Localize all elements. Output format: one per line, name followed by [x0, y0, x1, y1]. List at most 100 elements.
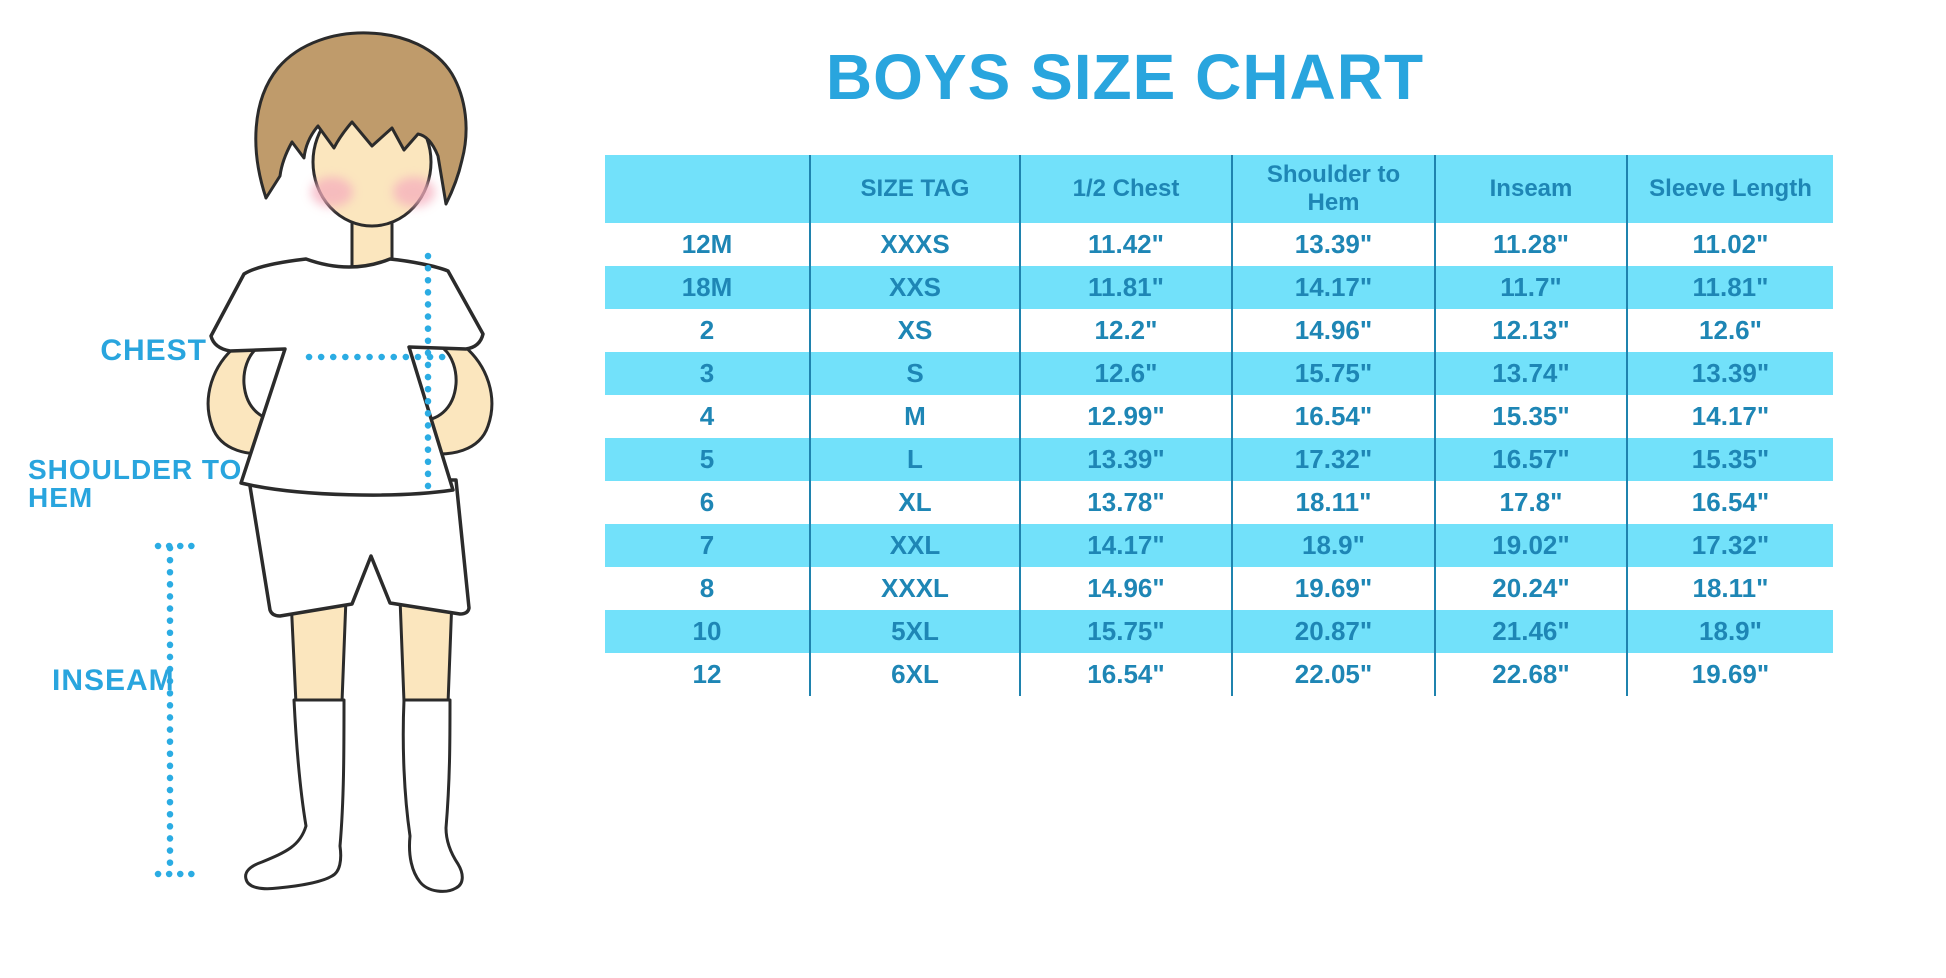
- table-cell: 14.17": [1019, 524, 1232, 567]
- shorts-shape: [247, 478, 471, 618]
- size-table: SIZE TAG 1/2 Chest Shoulder to Hem Inseam Sl…: [605, 155, 1833, 696]
- table-cell: 21.46": [1434, 610, 1627, 653]
- table-cell: 4: [699, 401, 715, 431]
- table-cell: 12.13": [1434, 309, 1627, 352]
- hair-shape: [254, 31, 468, 206]
- table-cell: 20.87": [1231, 610, 1435, 653]
- page-title: BOYS SIZE CHART: [825, 41, 1425, 113]
- blush-left: [311, 177, 353, 207]
- table-cell: 11.81": [1626, 266, 1833, 309]
- table-cell: 5: [699, 444, 715, 474]
- table-cell: 14.17": [1231, 266, 1435, 309]
- table-cell: 19.69": [1231, 567, 1435, 610]
- shoulder-to-hem-label: SHOULDER TO HEM: [28, 454, 243, 513]
- table-cell: 3: [699, 358, 715, 388]
- table-cell: 16.54": [1019, 653, 1232, 696]
- table-row: 6 XL 13.78" 18.11" 17.8" 16.54": [605, 481, 1833, 524]
- table-cell: 16.54": [1231, 395, 1435, 438]
- table-cell: 13.39": [1019, 438, 1232, 481]
- table-cell: 18.9": [1231, 524, 1435, 567]
- left-sock-shape: [244, 698, 346, 891]
- boy-illustration: [154, 31, 494, 893]
- table-cell: XL: [809, 481, 1020, 524]
- table-cell: 12: [692, 659, 722, 689]
- right-leg-shape: [398, 596, 454, 706]
- table-cell: 7: [699, 530, 715, 560]
- column-header: SIZE TAG: [809, 155, 1020, 223]
- table-header-row: SIZE TAG 1/2 Chest Shoulder to Hem Inseam Sl…: [605, 155, 1833, 223]
- table-cell: 20.24": [1434, 567, 1627, 610]
- table-cell: 11.7": [1434, 266, 1627, 309]
- table-cell: 13.39": [1626, 352, 1833, 395]
- table-cell: 18.9": [1626, 610, 1833, 653]
- table-cell: 18.11": [1626, 567, 1833, 610]
- table-cell: 22.05": [1231, 653, 1435, 696]
- table-cell: 14.96": [1231, 309, 1435, 352]
- blush-right: [393, 177, 435, 207]
- table-cell: 10: [692, 616, 722, 646]
- column-header: Shoulder to Hem: [1231, 155, 1435, 223]
- table-cell: 17.8": [1434, 481, 1627, 524]
- table-cell: 2: [699, 315, 715, 345]
- chest-label: CHEST: [100, 334, 207, 367]
- table-cell: 12.2": [1019, 309, 1232, 352]
- column-header: 1/2 Chest: [1019, 155, 1232, 223]
- table-cell: XXXL: [809, 567, 1020, 610]
- table-cell: 11.28": [1434, 223, 1627, 266]
- table-cell: XXXS: [809, 223, 1020, 266]
- table-cell: 14.96": [1019, 567, 1232, 610]
- table-row: 8 XXXL 14.96" 19.69" 20.24" 18.11": [605, 567, 1833, 610]
- table-cell: S: [809, 352, 1020, 395]
- table-cell: 17.32": [1626, 524, 1833, 567]
- table-cell: 16.54": [1626, 481, 1833, 524]
- table-cell: 15.35": [1626, 438, 1833, 481]
- table-cell: 12.99": [1019, 395, 1232, 438]
- table-row: 2 XS 12.2" 14.96" 12.13" 12.6": [605, 309, 1833, 352]
- table-cell: 12.6": [1019, 352, 1232, 395]
- table-cell: 12M: [681, 229, 733, 259]
- right-sock-shape: [401, 698, 464, 893]
- table-cell: 22.68": [1434, 653, 1627, 696]
- table-cell: 17.32": [1231, 438, 1435, 481]
- table-cell: 12.6": [1626, 309, 1833, 352]
- table-cell: 11.02": [1626, 223, 1833, 266]
- table-cell: 11.42": [1019, 223, 1232, 266]
- table-cell: XXS: [809, 266, 1020, 309]
- table-cell: 18.11": [1231, 481, 1435, 524]
- table-cell: XS: [809, 309, 1020, 352]
- table-cell: 15.75": [1231, 352, 1435, 395]
- table-cell: 19.69": [1626, 653, 1833, 696]
- table-cell: 6XL: [809, 653, 1020, 696]
- table-cell: L: [809, 438, 1020, 481]
- table-row: 4 M 12.99" 16.54" 15.35" 14.17": [605, 395, 1833, 438]
- table-cell: 11.81": [1019, 266, 1232, 309]
- table-cell: 13.74": [1434, 352, 1627, 395]
- table-row: 10 5XL 15.75" 20.87" 21.46" 18.9": [605, 610, 1833, 653]
- table-row: 12M XXXS 11.42" 13.39" 11.28" 11.02": [605, 223, 1833, 266]
- table-cell: 18M: [681, 272, 733, 302]
- table-row: 7 XXL 14.17" 18.9" 19.02" 17.32": [605, 524, 1833, 567]
- column-header: [605, 155, 810, 223]
- table-cell: 15.75": [1019, 610, 1232, 653]
- table-row: 18M XXS 11.81" 14.17" 11.7" 11.81": [605, 266, 1833, 309]
- table-cell: 13.78": [1019, 481, 1232, 524]
- table-body: 12M XXXS 11.42" 13.39" 11.28" 11.02" 18M XXS 11.…: [605, 223, 1833, 696]
- table-cell: XXL: [809, 524, 1020, 567]
- shirt-shape: [209, 257, 485, 497]
- column-header: Sleeve Length: [1626, 155, 1833, 223]
- table-cell: 14.17": [1626, 395, 1833, 438]
- table-cell: 19.02": [1434, 524, 1627, 567]
- inseam-label: INSEAM: [52, 664, 175, 697]
- measurement-diagram: CHEST SHOULDER TO HEM INSEAM: [0, 0, 510, 973]
- table-cell: 15.35": [1434, 395, 1627, 438]
- table-row: 12 6XL 16.54" 22.05" 22.68" 19.69": [605, 653, 1833, 696]
- table-cell: 5XL: [809, 610, 1020, 653]
- table-cell: 8: [699, 573, 715, 603]
- table-cell: M: [809, 395, 1020, 438]
- table-row: 5 L 13.39" 17.32" 16.57" 15.35": [605, 438, 1833, 481]
- table-cell: 13.39": [1231, 223, 1435, 266]
- table-cell: 16.57": [1434, 438, 1627, 481]
- table-row: 3 S 12.6" 15.75" 13.74" 13.39": [605, 352, 1833, 395]
- table-cell: 6: [699, 487, 715, 517]
- column-header: Inseam: [1434, 155, 1627, 223]
